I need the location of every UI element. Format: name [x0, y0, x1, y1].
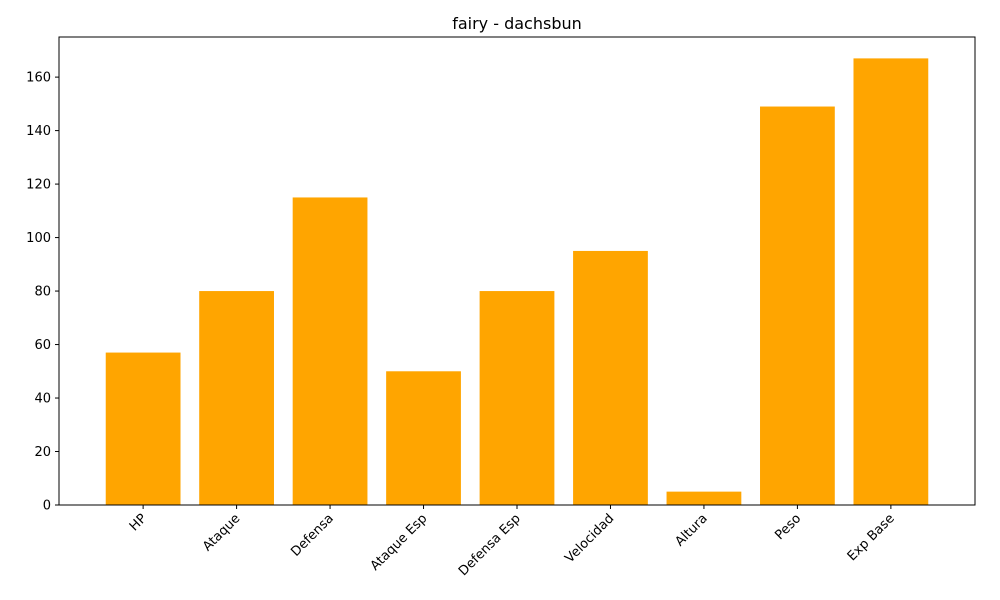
y-tick-label: 20 — [34, 445, 51, 460]
bar-velocidad — [573, 250, 648, 505]
y-tick-label: 160 — [26, 71, 51, 86]
x-tick-label: Defensa Esp — [456, 511, 524, 579]
x-tick-label: Ataque Esp — [368, 511, 431, 574]
bar-ataque — [199, 291, 274, 505]
x-tick-label: Peso — [772, 511, 804, 543]
bar-defensa-esp — [479, 291, 555, 505]
bar-peso — [760, 106, 835, 505]
y-axis: 0 20 40 60 80 100 120 140 160 — [26, 71, 59, 514]
y-tick-label: 40 — [34, 392, 51, 407]
bar-ataque-esp — [386, 371, 461, 505]
plot-frame — [58, 36, 976, 506]
y-tick-label: 120 — [26, 178, 51, 193]
y-tick-label: 0 — [43, 499, 51, 514]
bar-defensa — [292, 197, 368, 505]
bar-altura — [666, 491, 742, 505]
y-tick-label: 80 — [34, 285, 51, 300]
x-tick-label: Exp Base — [845, 511, 898, 564]
bar-exp-base — [853, 58, 929, 505]
chart-title: fairy - dachsbun — [452, 14, 582, 33]
x-tick-label: Defensa — [288, 511, 336, 559]
y-tick-label: 140 — [26, 124, 51, 139]
x-tick-label: Velocidad — [562, 511, 617, 566]
x-axis: HP Ataque Defensa Ataque Esp Defensa Esp Velo… — [127, 505, 898, 579]
y-tick-label: 60 — [34, 338, 51, 353]
x-tick-label: Altura — [672, 511, 710, 549]
bars-group — [105, 58, 929, 505]
x-tick-label: HP — [127, 511, 150, 534]
y-tick-label: 100 — [26, 231, 51, 246]
x-tick-label: Ataque — [200, 511, 243, 554]
bar-hp — [105, 352, 181, 505]
